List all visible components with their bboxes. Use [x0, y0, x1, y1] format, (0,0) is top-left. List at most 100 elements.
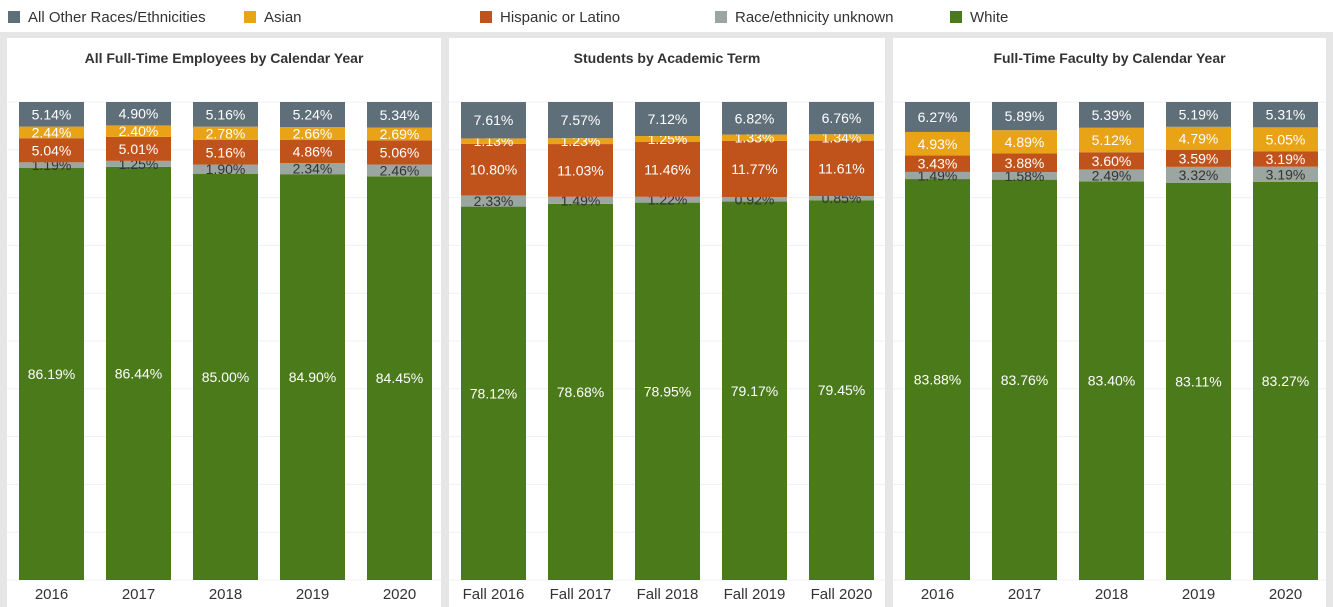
bar-segment[interactable] [722, 197, 787, 202]
bar-segment[interactable] [280, 102, 345, 128]
bar-segment[interactable] [367, 176, 432, 581]
bar-segment[interactable] [1079, 102, 1144, 128]
bar-segment[interactable] [809, 196, 874, 201]
bar-segment[interactable] [1166, 102, 1231, 127]
bar-segment[interactable] [193, 139, 258, 165]
bar-segment[interactable] [1079, 181, 1144, 580]
bar-segment[interactable] [106, 125, 171, 137]
bar-segment[interactable] [280, 139, 345, 163]
bar-segment[interactable] [193, 173, 258, 580]
bar-segment[interactable] [992, 102, 1057, 131]
bar-segment[interactable] [635, 102, 700, 137]
bar-segment[interactable] [1253, 166, 1318, 182]
bar-segment[interactable] [905, 102, 970, 132]
bar-segment[interactable] [548, 138, 613, 145]
bar-segment[interactable] [905, 131, 970, 156]
chart-title: Students by Academic Term [573, 50, 761, 66]
bar-segment[interactable] [1166, 126, 1231, 150]
x-tick-label: Fall 2019 [724, 586, 786, 603]
bar-segment[interactable] [1253, 101, 1318, 128]
bar-segment[interactable] [548, 203, 613, 580]
data-label: 2.33% [474, 193, 514, 209]
bar-segment[interactable] [1253, 151, 1318, 167]
legend-swatch [244, 11, 256, 23]
bar-segment[interactable] [635, 136, 700, 143]
bar-segment[interactable] [19, 168, 84, 581]
bar-segment[interactable] [1253, 181, 1318, 580]
bar-segment[interactable] [548, 102, 613, 139]
bar-segment[interactable] [809, 140, 874, 197]
bar-segment[interactable] [106, 136, 171, 161]
bar-segment[interactable] [1079, 127, 1144, 153]
bar-segment[interactable] [280, 174, 345, 581]
data-label: 84.45% [376, 370, 423, 386]
data-label: 5.31% [1266, 107, 1306, 123]
bar-segment[interactable] [905, 179, 970, 581]
bar-segment[interactable] [19, 126, 84, 139]
bar-segment[interactable] [367, 140, 432, 165]
bar-segment[interactable] [461, 102, 526, 139]
bar-segment[interactable] [106, 166, 171, 580]
bar-segment[interactable] [722, 101, 787, 135]
x-tick-label: 2020 [1269, 586, 1302, 603]
chart-title: All Full-Time Employees by Calendar Year [84, 50, 364, 66]
bar-segment[interactable] [461, 143, 526, 196]
bar-segment[interactable] [548, 144, 613, 197]
data-label: 5.05% [1266, 131, 1306, 147]
chart-legend: All Other Races/Ethnicities Asian Hispan… [0, 0, 1333, 32]
bar-segment[interactable] [992, 172, 1057, 180]
bar-segment[interactable] [1166, 149, 1231, 167]
bar-segment[interactable] [193, 126, 258, 140]
bar-segment[interactable] [106, 102, 171, 126]
bar-segment[interactable] [367, 164, 432, 177]
data-label: 1.90% [206, 161, 246, 177]
bar-segment[interactable] [1079, 152, 1144, 170]
bar-segment[interactable] [1079, 169, 1144, 182]
bar-segment[interactable] [722, 140, 787, 198]
bar-segment[interactable] [809, 200, 874, 580]
bar-segment[interactable] [635, 196, 700, 203]
legend-item-unknown[interactable]: Race/ethnicity unknown [715, 8, 893, 26]
bar-segment[interactable] [992, 130, 1057, 154]
bar-segment[interactable] [905, 155, 970, 172]
bar-segment[interactable] [1253, 127, 1318, 152]
data-label: 83.88% [914, 372, 961, 388]
bar-segment[interactable] [722, 134, 787, 141]
bar-segment[interactable] [106, 160, 171, 167]
bar-segment[interactable] [548, 196, 613, 204]
bar-segment[interactable] [905, 171, 970, 180]
bar-segment[interactable] [19, 162, 84, 169]
bar-segment[interactable] [280, 162, 345, 175]
x-tick-label: 2016 [35, 586, 68, 603]
bar-segment[interactable] [992, 179, 1057, 580]
data-label: 11.03% [557, 162, 603, 178]
data-label: 3.59% [1179, 150, 1219, 166]
bar-segment[interactable] [461, 138, 526, 144]
legend-item-asian[interactable]: Asian [244, 8, 302, 26]
bar-segment[interactable] [19, 138, 84, 163]
bar-segment[interactable] [193, 164, 258, 174]
legend-item-white[interactable]: White [950, 8, 1008, 26]
data-label: 5.19% [1179, 106, 1219, 122]
bar-segment[interactable] [280, 127, 345, 140]
bar-segment[interactable] [367, 102, 432, 128]
bar-segment[interactable] [19, 102, 84, 127]
bar-segment[interactable] [992, 153, 1057, 173]
bar-segment[interactable] [722, 201, 787, 581]
bar-segment[interactable] [1166, 182, 1231, 581]
bar-segment[interactable] [461, 206, 526, 580]
legend-item-hispanic[interactable]: Hispanic or Latino [480, 8, 620, 26]
bar-segment[interactable] [635, 142, 700, 197]
bar-segment[interactable] [809, 134, 874, 141]
bar-segment[interactable] [809, 101, 874, 135]
bar-segment[interactable] [1166, 166, 1231, 183]
x-tick-label: 2018 [1095, 586, 1128, 603]
data-label: 2.40% [119, 123, 159, 139]
bar-segment[interactable] [193, 102, 258, 127]
bar-segment[interactable] [461, 195, 526, 207]
bar-segment[interactable] [635, 202, 700, 580]
data-label: 84.90% [289, 369, 336, 385]
bar-segment[interactable] [367, 127, 432, 141]
legend-item-all-other[interactable]: All Other Races/Ethnicities [8, 8, 206, 26]
data-label: 3.43% [918, 156, 958, 172]
